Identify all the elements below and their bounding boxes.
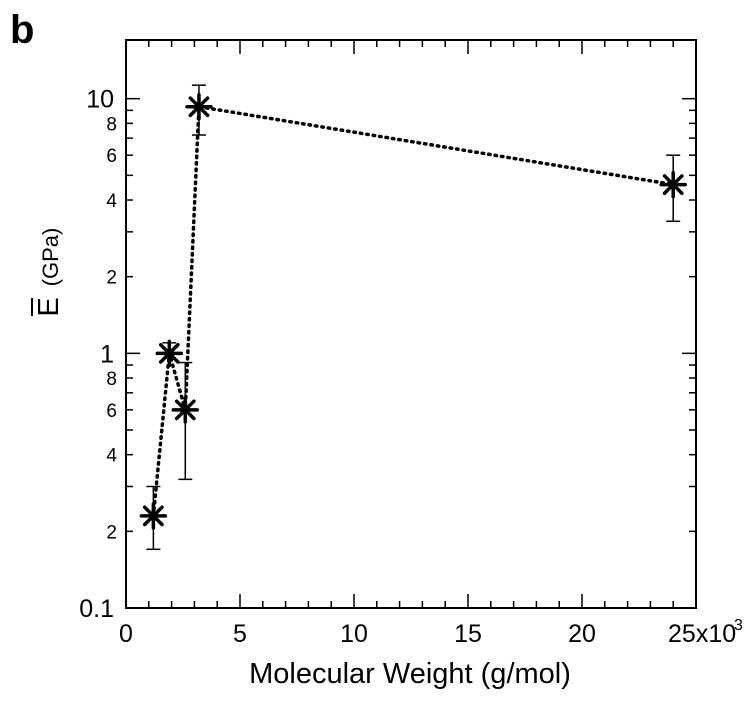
x-axis-label: Molecular Weight (g/mol) (249, 658, 571, 690)
x-tick-label: 15 (454, 620, 482, 648)
x-tick-label: 20 (568, 620, 596, 648)
marker-stroke (188, 96, 210, 118)
data-point-marker (139, 502, 168, 530)
y-minor-tick-label: 4 (106, 446, 117, 467)
error-bars (146, 84, 681, 551)
axis-ticks (125, 40, 697, 609)
y-major-tick-label: 10 (86, 86, 114, 114)
y-axis-label: E (GPa) (31, 228, 65, 317)
panel-label: b (10, 8, 35, 52)
y-major-tick-label: 1 (100, 340, 114, 368)
marker-stroke (174, 399, 196, 421)
y-major-tick-label: 0.1 (79, 595, 114, 623)
y-minor-tick-label: 6 (106, 146, 117, 167)
plot-frame (125, 39, 697, 609)
data-point-marker (171, 396, 200, 424)
y-minor-tick-label: 6 (106, 401, 117, 422)
y-minor-tick-label: 2 (106, 522, 117, 543)
y-axis-symbol: E (33, 297, 65, 316)
x-tick-label: 0 (119, 620, 133, 648)
y-minor-tick-label: 2 (106, 268, 117, 289)
data-point-marker (659, 170, 687, 199)
y-tick-labels: 0.1 1 10 2 4 6 8 2 4 6 8 (79, 86, 117, 623)
x-multiplier-exponent: 3 (734, 617, 743, 634)
x-tick-label: 5 (233, 620, 247, 648)
marker-stroke (662, 174, 684, 195)
series-dotted-line (151, 104, 675, 518)
y-axis-unit: (GPa) (38, 228, 63, 287)
y-minor-tick-label: 4 (106, 191, 117, 212)
data-markers (139, 92, 687, 530)
marker-stroke (158, 342, 180, 364)
data-point-marker (185, 92, 213, 121)
series-line (151, 104, 675, 518)
marker-stroke (142, 505, 164, 527)
data-point-marker (155, 339, 184, 368)
y-minor-tick-label: 8 (106, 114, 117, 135)
x-last-tick-label: 25x10 (668, 620, 736, 648)
y-minor-tick-label: 8 (106, 369, 117, 390)
x-tick-label: 10 (340, 620, 368, 648)
x-tick-labels: 0 5 10 15 20 (119, 620, 596, 648)
